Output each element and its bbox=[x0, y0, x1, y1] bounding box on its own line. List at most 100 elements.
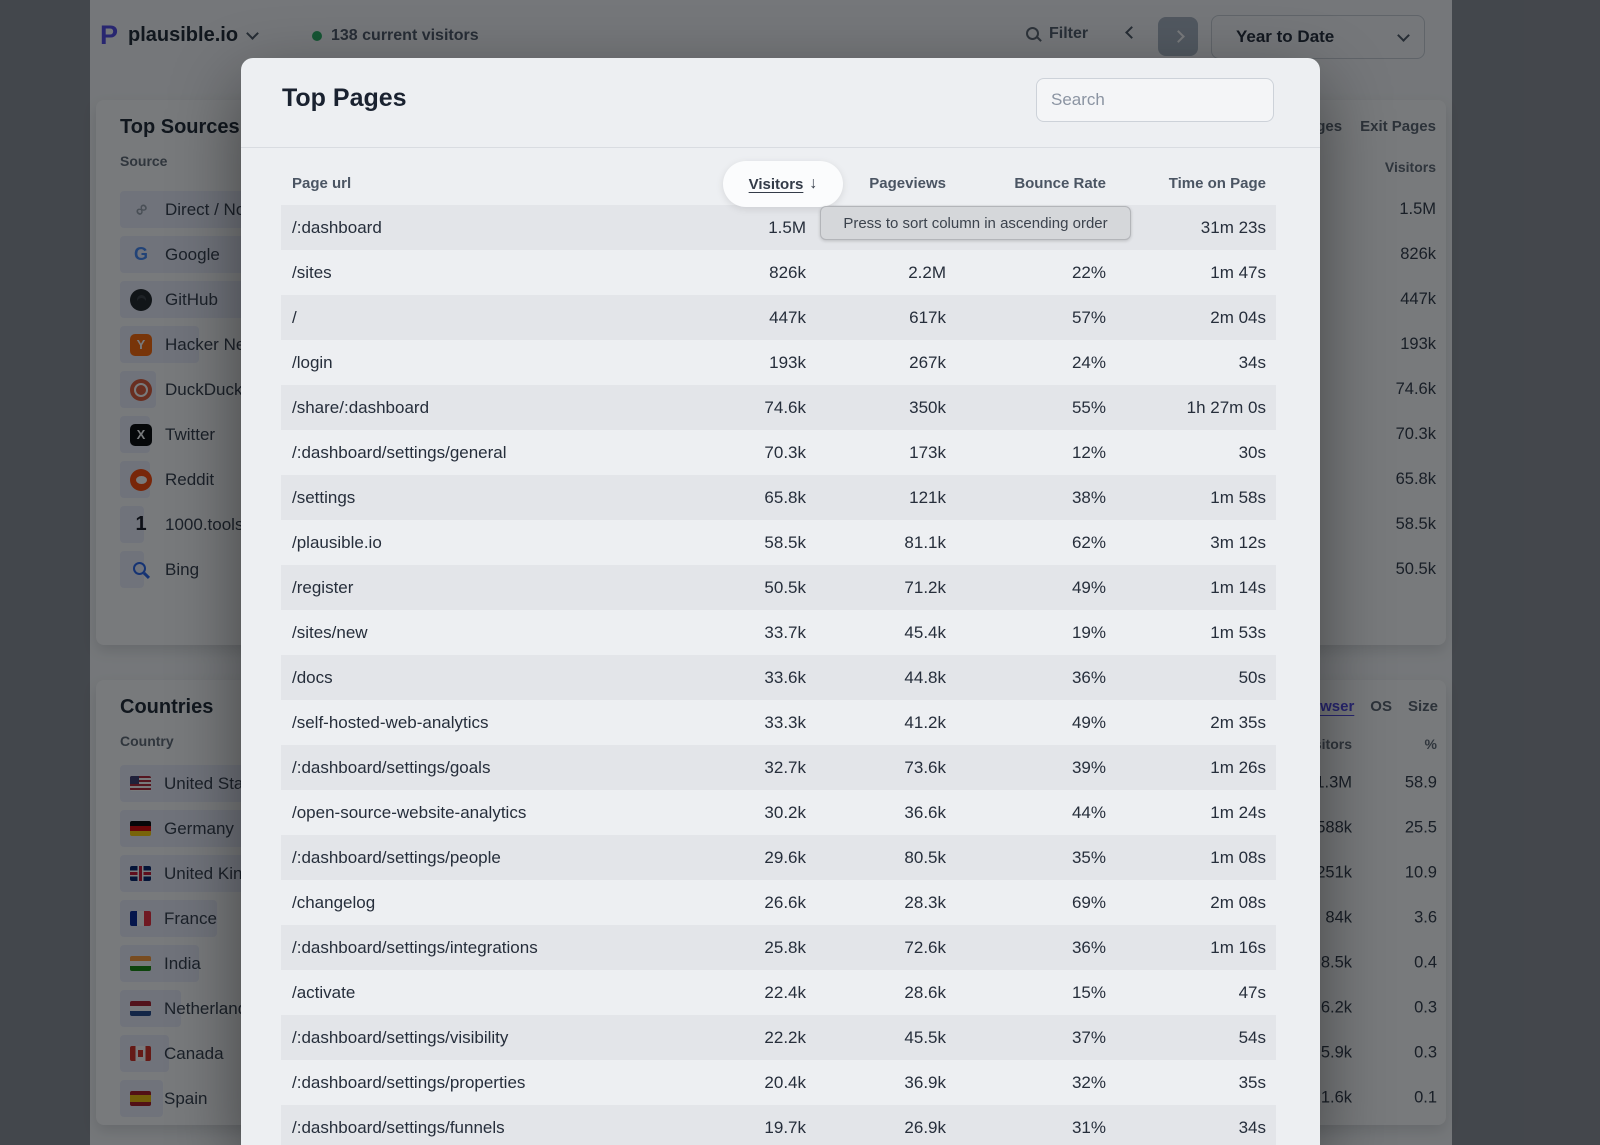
table-row: /docs 33.6k 44.8k 36% 50s bbox=[281, 655, 1276, 700]
pageviews-cell: 28.6k bbox=[904, 982, 946, 1002]
table-row: /:dashboard/settings/people 29.6k 80.5k … bbox=[281, 835, 1276, 880]
page-url-link[interactable]: /:dashboard bbox=[292, 217, 382, 237]
pages-table: /:dashboard 1.5M 31m 23s /sites 826k 2.2… bbox=[281, 205, 1276, 1145]
visitors-cell: 33.3k bbox=[764, 712, 806, 732]
visitors-cell: 26.6k bbox=[764, 892, 806, 912]
bounce-rate-cell: 57% bbox=[1071, 307, 1106, 327]
pageviews-cell: 44.8k bbox=[904, 667, 946, 687]
bounce-rate-cell: 22% bbox=[1071, 262, 1106, 282]
bounce-rate-cell: 38% bbox=[1071, 487, 1106, 507]
pageviews-cell: 45.4k bbox=[904, 622, 946, 642]
page-url-link[interactable]: /:dashboard/settings/integrations bbox=[292, 937, 538, 957]
time-on-page-cell: 2m 04s bbox=[1210, 307, 1266, 327]
table-row: /self-hosted-web-analytics 33.3k 41.2k 4… bbox=[281, 700, 1276, 745]
bounce-rate-cell: 36% bbox=[1071, 937, 1106, 957]
table-row: / 447k 617k 57% 2m 04s bbox=[281, 295, 1276, 340]
pageviews-cell: 45.5k bbox=[904, 1027, 946, 1047]
pageviews-cell: 80.5k bbox=[904, 847, 946, 867]
page-url-link[interactable]: /open-source-website-analytics bbox=[292, 802, 527, 822]
bounce-rate-cell: 37% bbox=[1071, 1027, 1106, 1047]
visitors-cell: 58.5k bbox=[764, 532, 806, 552]
visitors-cell: 193k bbox=[769, 352, 806, 372]
pageviews-cell: 73.6k bbox=[904, 757, 946, 777]
sort-tooltip: Press to sort column in ascending order bbox=[820, 206, 1131, 240]
column-header-bounce-rate: Bounce Rate bbox=[1014, 175, 1106, 192]
time-on-page-cell: 1m 08s bbox=[1210, 847, 1266, 867]
page-url-link[interactable]: /:dashboard/settings/funnels bbox=[292, 1117, 505, 1137]
page-url-link[interactable]: /:dashboard/settings/people bbox=[292, 847, 501, 867]
sort-column-label: Visitors bbox=[748, 175, 804, 193]
time-on-page-cell: 50s bbox=[1238, 667, 1266, 687]
sort-by-visitors-button[interactable]: Visitors ↓ bbox=[723, 161, 843, 207]
modal-title: Top Pages bbox=[282, 84, 407, 112]
page-url-link[interactable]: /register bbox=[292, 577, 354, 597]
page-url-link[interactable]: /:dashboard/settings/goals bbox=[292, 757, 491, 777]
page-url-link[interactable]: /:dashboard/settings/general bbox=[292, 442, 507, 462]
time-on-page-cell: 34s bbox=[1238, 1117, 1266, 1137]
table-row: /:dashboard/settings/goals 32.7k 73.6k 3… bbox=[281, 745, 1276, 790]
bounce-rate-cell: 15% bbox=[1071, 982, 1106, 1002]
time-on-page-cell: 1h 27m 0s bbox=[1186, 397, 1266, 417]
visitors-cell: 22.4k bbox=[764, 982, 806, 1002]
visitors-cell: 19.7k bbox=[764, 1117, 806, 1137]
table-row: /changelog 26.6k 28.3k 69% 2m 08s bbox=[281, 880, 1276, 925]
bounce-rate-cell: 24% bbox=[1071, 352, 1106, 372]
table-row: /login 193k 267k 24% 34s bbox=[281, 340, 1276, 385]
bounce-rate-cell: 55% bbox=[1071, 397, 1106, 417]
time-on-page-cell: 47s bbox=[1238, 982, 1266, 1002]
page-url-link[interactable]: /docs bbox=[292, 667, 333, 687]
pageviews-cell: 41.2k bbox=[904, 712, 946, 732]
pageviews-cell: 36.6k bbox=[904, 802, 946, 822]
visitors-cell: 33.7k bbox=[764, 622, 806, 642]
page-url-link[interactable]: /:dashboard/settings/properties bbox=[292, 1072, 526, 1092]
time-on-page-cell: 1m 24s bbox=[1210, 802, 1266, 822]
time-on-page-cell: 30s bbox=[1238, 442, 1266, 462]
table-row: /sites/new 33.7k 45.4k 19% 1m 53s bbox=[281, 610, 1276, 655]
pageviews-cell: 81.1k bbox=[904, 532, 946, 552]
time-on-page-cell: 1m 14s bbox=[1210, 577, 1266, 597]
page-url-link[interactable]: /self-hosted-web-analytics bbox=[292, 712, 489, 732]
search-input[interactable] bbox=[1036, 78, 1274, 122]
pageviews-cell: 173k bbox=[909, 442, 946, 462]
bounce-rate-cell: 12% bbox=[1071, 442, 1106, 462]
header-divider bbox=[241, 147, 1320, 148]
table-row: /settings 65.8k 121k 38% 1m 58s bbox=[281, 475, 1276, 520]
bounce-rate-cell: 69% bbox=[1071, 892, 1106, 912]
page-url-link[interactable]: /settings bbox=[292, 487, 356, 507]
bounce-rate-cell: 44% bbox=[1071, 802, 1106, 822]
bounce-rate-cell: 35% bbox=[1071, 847, 1106, 867]
table-row: /activate 22.4k 28.6k 15% 47s bbox=[281, 970, 1276, 1015]
page-url-link[interactable]: / bbox=[292, 307, 297, 327]
page-url-link[interactable]: /plausible.io bbox=[292, 532, 382, 552]
time-on-page-cell: 34s bbox=[1238, 352, 1266, 372]
pageviews-cell: 72.6k bbox=[904, 937, 946, 957]
page-url-link[interactable]: /changelog bbox=[292, 892, 376, 912]
page-url-link[interactable]: /sites bbox=[292, 262, 332, 282]
time-on-page-cell: 54s bbox=[1238, 1027, 1266, 1047]
table-row: /register 50.5k 71.2k 49% 1m 14s bbox=[281, 565, 1276, 610]
time-on-page-cell: 2m 35s bbox=[1210, 712, 1266, 732]
table-row: /:dashboard/settings/integrations 25.8k … bbox=[281, 925, 1276, 970]
visitors-cell: 70.3k bbox=[764, 442, 806, 462]
visitors-cell: 1.5M bbox=[768, 217, 806, 237]
time-on-page-cell: 35s bbox=[1238, 1072, 1266, 1092]
table-row: /open-source-website-analytics 30.2k 36.… bbox=[281, 790, 1276, 835]
visitors-cell: 25.8k bbox=[764, 937, 806, 957]
page-url-link[interactable]: /activate bbox=[292, 982, 356, 1002]
page-url-link[interactable]: /:dashboard/settings/visibility bbox=[292, 1027, 509, 1047]
visitors-cell: 30.2k bbox=[764, 802, 806, 822]
bounce-rate-cell: 62% bbox=[1071, 532, 1106, 552]
time-on-page-cell: 1m 58s bbox=[1210, 487, 1266, 507]
visitors-cell: 22.2k bbox=[764, 1027, 806, 1047]
page-url-link[interactable]: /login bbox=[292, 352, 333, 372]
bounce-rate-cell: 19% bbox=[1071, 622, 1106, 642]
bounce-rate-cell: 49% bbox=[1071, 712, 1106, 732]
bounce-rate-cell: 31% bbox=[1071, 1117, 1106, 1137]
page-url-link[interactable]: /sites/new bbox=[292, 622, 368, 642]
top-pages-modal: Top Pages Page url Pageviews Bounce Rate… bbox=[241, 58, 1320, 1145]
visitors-cell: 65.8k bbox=[764, 487, 806, 507]
pageviews-cell: 267k bbox=[909, 352, 946, 372]
pageviews-cell: 71.2k bbox=[904, 577, 946, 597]
time-on-page-cell: 2m 08s bbox=[1210, 892, 1266, 912]
page-url-link[interactable]: /share/:dashboard bbox=[292, 397, 430, 417]
